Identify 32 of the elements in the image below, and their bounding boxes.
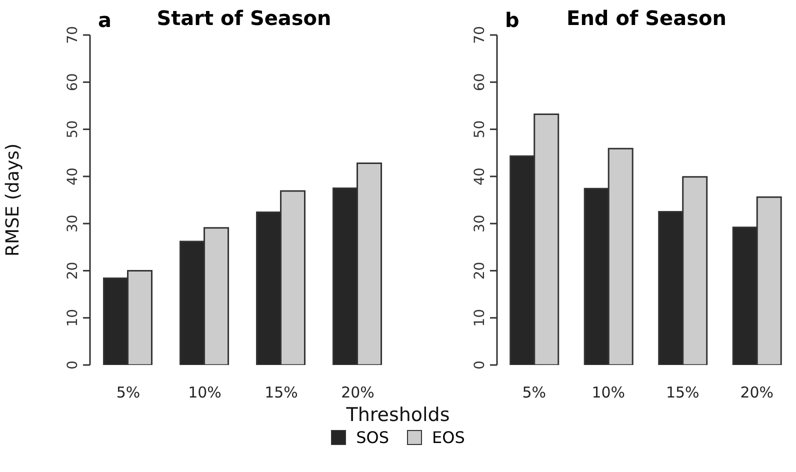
legend-label: SOS [356, 428, 390, 447]
y-tick-label: 30 [472, 214, 488, 232]
text: a [98, 8, 112, 32]
y-tick-label: 70 [472, 26, 488, 44]
x-tick-label: 10% [592, 384, 626, 402]
x-tick-label: 5% [522, 384, 546, 402]
x-tick-label: 15% [666, 384, 700, 402]
text: b [505, 8, 520, 32]
x-axis-title: Thresholds [345, 404, 451, 426]
y-tick-label: 0 [65, 360, 81, 370]
y-tick-label: 50 [65, 120, 81, 138]
y-tick-label: 20 [472, 262, 488, 280]
x-tick-label: 20% [740, 384, 774, 402]
chart-title: Start of Season [156, 6, 332, 30]
legend-label: EOS [432, 428, 465, 447]
x-tick-label: 15% [264, 384, 298, 402]
y-tick-label: 10 [65, 308, 81, 327]
y-tick-label: 30 [65, 214, 81, 232]
y-tick-label: 60 [65, 73, 81, 92]
y-tick-label: 40 [65, 168, 81, 186]
y-tick-label: 20 [65, 262, 81, 280]
y-tick-label: 60 [472, 73, 488, 92]
y-axis-title: RMSE (days) [2, 143, 24, 257]
x-tick-label: 5% [116, 384, 140, 402]
y-tick-label: 10 [472, 308, 488, 327]
y-tick-label: 50 [472, 120, 488, 138]
y-tick-label: 0 [472, 360, 488, 370]
x-tick-label: 20% [341, 384, 374, 402]
chart-title: End of Season [566, 6, 726, 30]
y-tick-label: 70 [65, 26, 81, 44]
y-tick-label: 40 [472, 168, 488, 186]
x-tick-label: 10% [188, 384, 222, 402]
